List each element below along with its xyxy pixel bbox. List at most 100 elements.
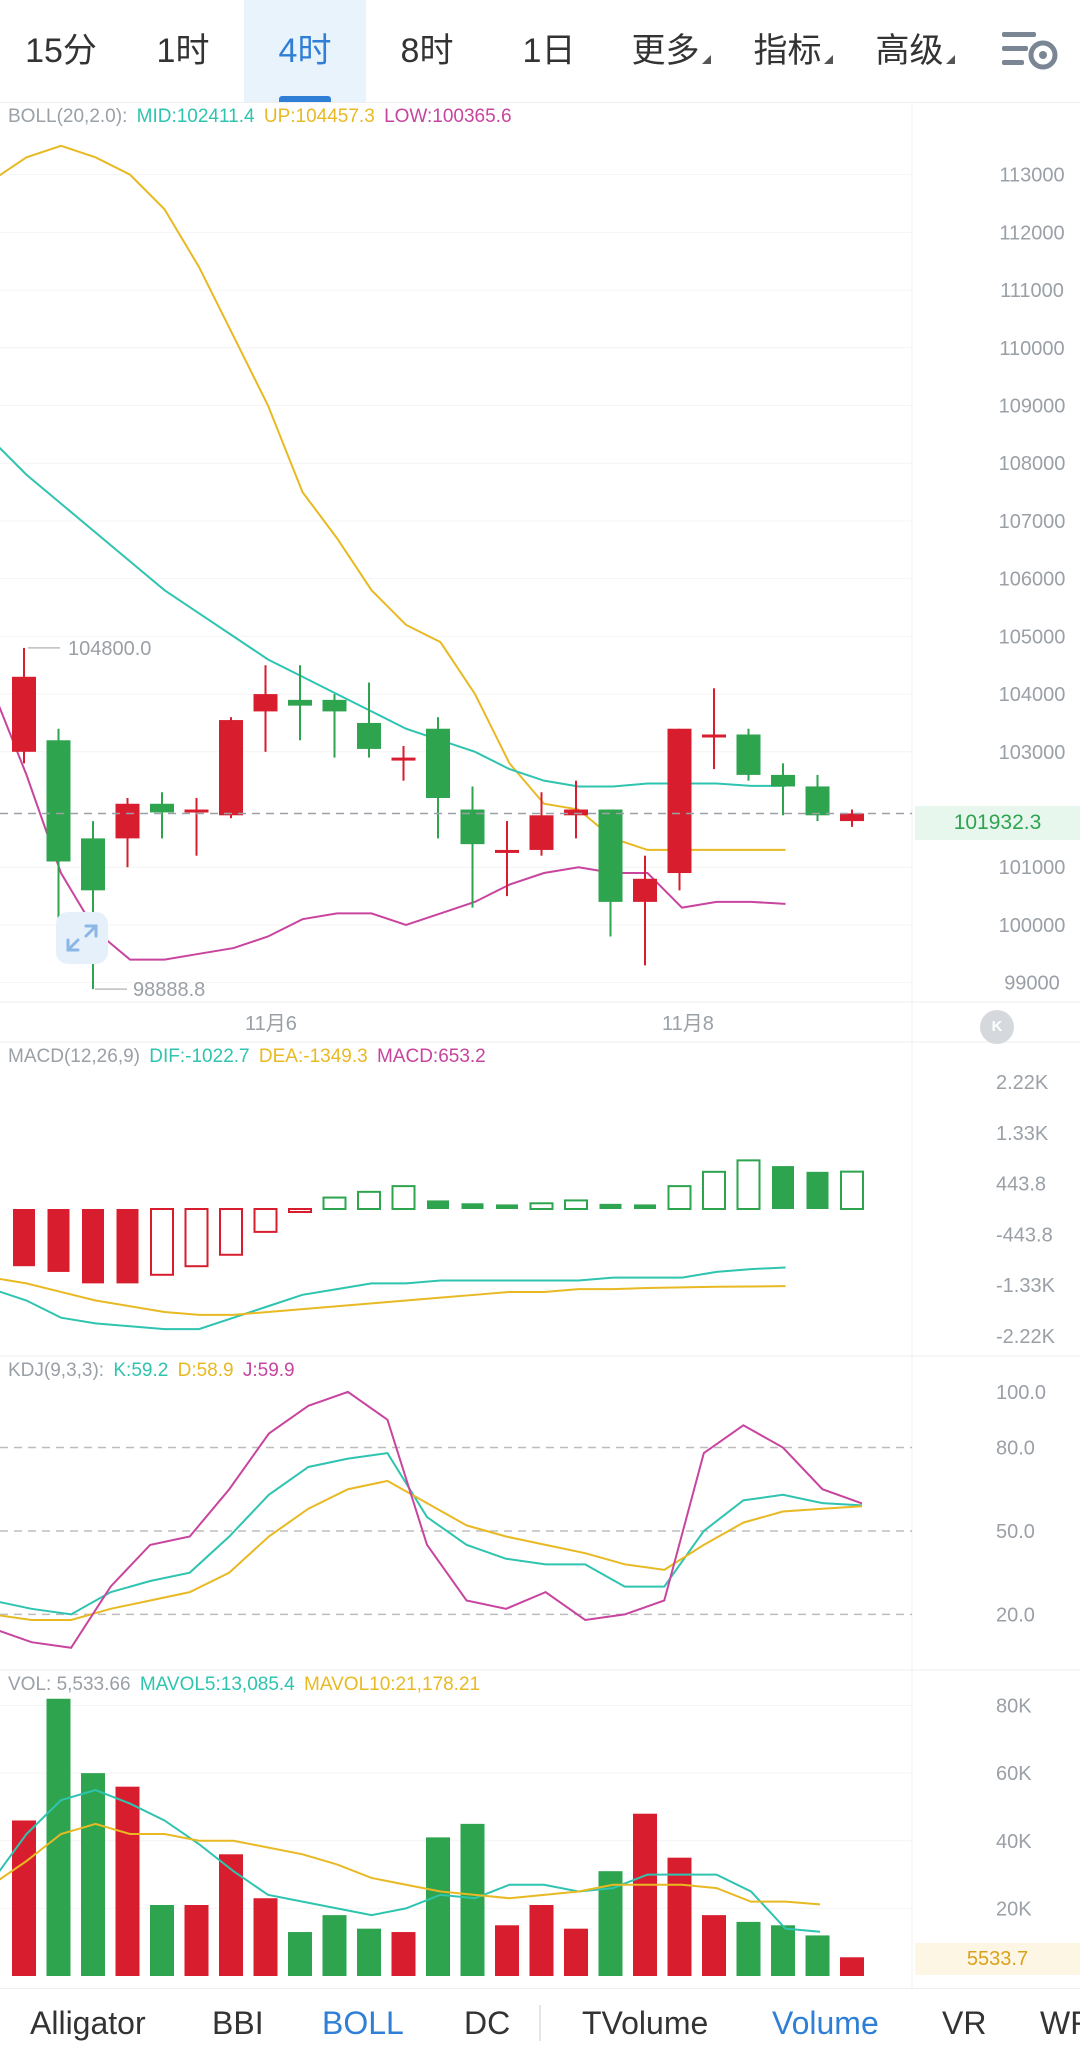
candle-body xyxy=(115,803,140,839)
volume-bar xyxy=(460,1823,485,1976)
indicator-tab-label: BBI xyxy=(212,2005,264,2041)
volume-bar xyxy=(115,1786,140,1976)
kdj-k-value: K:59.2 xyxy=(113,1360,169,1381)
candle-body xyxy=(219,720,243,816)
tab-label: 1日 xyxy=(522,32,576,70)
candle-body xyxy=(253,694,278,712)
vol-axis-label: 60K xyxy=(996,1763,1032,1785)
volume-bar xyxy=(564,1928,588,1976)
candle-body xyxy=(184,809,209,813)
tab-more-dropdown[interactable]: 更多 xyxy=(610,0,732,102)
vol-axis-label: 40K xyxy=(996,1831,1032,1853)
macd-histogram-bar xyxy=(116,1209,139,1284)
indicator-tab-bar: Alligator BBI BOLL DC TVolume Volume VR … xyxy=(0,1988,1080,2067)
tab-8h[interactable]: 8时 xyxy=(366,0,488,102)
volume-bar xyxy=(81,1773,105,1976)
candle-body xyxy=(598,809,623,902)
macd-histogram-bar xyxy=(219,1208,243,1256)
price-axis-label: 111000 xyxy=(1000,280,1064,302)
macd-histogram-bar xyxy=(82,1209,104,1284)
macd-dea-value: DEA:-1349.3 xyxy=(258,1046,368,1067)
kdj-k-line xyxy=(0,1452,863,1616)
indicator-tab-tvolume[interactable]: TVolume xyxy=(582,1989,708,2067)
macd-histogram-bar xyxy=(427,1200,449,1209)
price-axis-label: 99000 xyxy=(1004,973,1060,995)
low-marker-label: 98888.8 xyxy=(133,979,205,1001)
vol-name: VOL: 5,533.66 xyxy=(8,1674,131,1695)
tab-label: 指标 xyxy=(753,32,822,70)
candle-body xyxy=(771,774,795,787)
tab-bar-divider xyxy=(0,102,1080,103)
mavol5-line xyxy=(0,1788,821,1933)
date-axis-label: 11月6 xyxy=(245,1013,297,1035)
candle-body xyxy=(805,786,830,816)
indicator-tab-label: BOLL xyxy=(322,2005,404,2041)
price-axis-label: 113000 xyxy=(999,165,1064,187)
tab-15min[interactable]: 15分 xyxy=(0,0,122,102)
tab-label: 1时 xyxy=(156,32,210,70)
macd-value: MACD:653.2 xyxy=(376,1046,486,1067)
candle-body xyxy=(633,878,657,902)
timeframe-tab-bar: 15分 1时 4时 8时 1日 更多 指标 高级 xyxy=(0,0,1080,102)
macd-histogram-bar xyxy=(357,1190,381,1211)
candle-body xyxy=(322,699,347,712)
candle-body xyxy=(736,734,761,775)
tab-1d[interactable]: 1日 xyxy=(488,0,610,102)
vol-axis-label: 20K xyxy=(996,1898,1032,1920)
kline-reset-button[interactable]: K xyxy=(980,1010,1014,1044)
indicator-tab-label: Alligator xyxy=(30,2005,146,2041)
current-price-tag: 101932.3 xyxy=(915,806,1080,840)
volume-bar xyxy=(184,1905,209,1976)
candle-body xyxy=(460,809,485,845)
indicator-tab-vr[interactable]: VR xyxy=(942,1989,986,2067)
macd-histogram-bar xyxy=(772,1166,794,1209)
expand-arrows-icon[interactable] xyxy=(56,912,108,964)
tab-label: 更多 xyxy=(631,32,700,70)
dropdown-triangle-icon xyxy=(701,55,711,64)
date-axis-label: 11月8 xyxy=(662,1013,714,1035)
indicator-tab-dc[interactable]: DC xyxy=(464,1989,510,2067)
indicator-tab-boll[interactable]: BOLL xyxy=(322,1989,404,2067)
indicator-tab-wr[interactable]: WR xyxy=(1040,1989,1080,2067)
chart-settings-icon[interactable] xyxy=(1000,28,1062,74)
macd-axis-label: -1.33K xyxy=(996,1275,1056,1297)
macd-histogram-bar xyxy=(13,1209,35,1267)
macd-axis-label: 2.22K xyxy=(996,1072,1049,1094)
macd-histogram-bar xyxy=(634,1204,656,1209)
volume-bar xyxy=(840,1957,864,1976)
volume-bar xyxy=(322,1915,347,1976)
kdj-axis-label: 20.0 xyxy=(996,1604,1035,1626)
kdj-d-line xyxy=(0,1479,863,1621)
indicator-tab-volume[interactable]: Volume xyxy=(772,1989,879,2067)
indicator-tab-divider xyxy=(539,2005,541,2041)
mavol10-value: MAVOL10:21,178.21 xyxy=(304,1674,481,1695)
macd-histogram-bar xyxy=(391,1185,416,1210)
price-axis-label: 106000 xyxy=(999,569,1066,591)
price-axis-label: 108000 xyxy=(999,453,1066,475)
macd-histogram-bar xyxy=(599,1203,622,1209)
macd-histogram-bar xyxy=(253,1208,278,1233)
vol-axis-label: 80K xyxy=(996,1696,1032,1718)
tab-1h[interactable]: 1时 xyxy=(122,0,244,102)
macd-axis-label: -2.22K xyxy=(996,1326,1056,1348)
boll-mid-value: MID:102411.4 xyxy=(136,106,255,127)
indicator-tab-label: Volume xyxy=(772,2005,879,2041)
indicator-tab-bbi[interactable]: BBI xyxy=(212,1989,264,2067)
volume-bar xyxy=(702,1915,726,1976)
volume-bar xyxy=(633,1813,657,1976)
candle-body xyxy=(564,809,588,816)
macd-name: MACD(12,26,9) xyxy=(8,1046,140,1067)
boll-legend: BOLL(20,2.0): MID:102411.4 UP:104457.3 L… xyxy=(8,106,516,128)
indicator-tab-label: VR xyxy=(942,2005,987,2041)
tab-advanced-dropdown[interactable]: 高级 xyxy=(854,0,976,102)
kdj-legend: KDJ(9,3,3): K:59.2 D:58.9 J:59.9 xyxy=(8,1360,299,1382)
tab-4h[interactable]: 4时 xyxy=(244,0,366,102)
candle-body xyxy=(702,734,726,738)
candle-body xyxy=(46,740,71,862)
tab-label: 4时 xyxy=(278,32,332,70)
tab-indicators-dropdown[interactable]: 指标 xyxy=(732,0,854,102)
macd-histogram-bar xyxy=(806,1171,829,1209)
price-axis-label: 112000 xyxy=(999,222,1064,244)
indicator-tab-alligator[interactable]: Alligator xyxy=(30,1989,146,2067)
